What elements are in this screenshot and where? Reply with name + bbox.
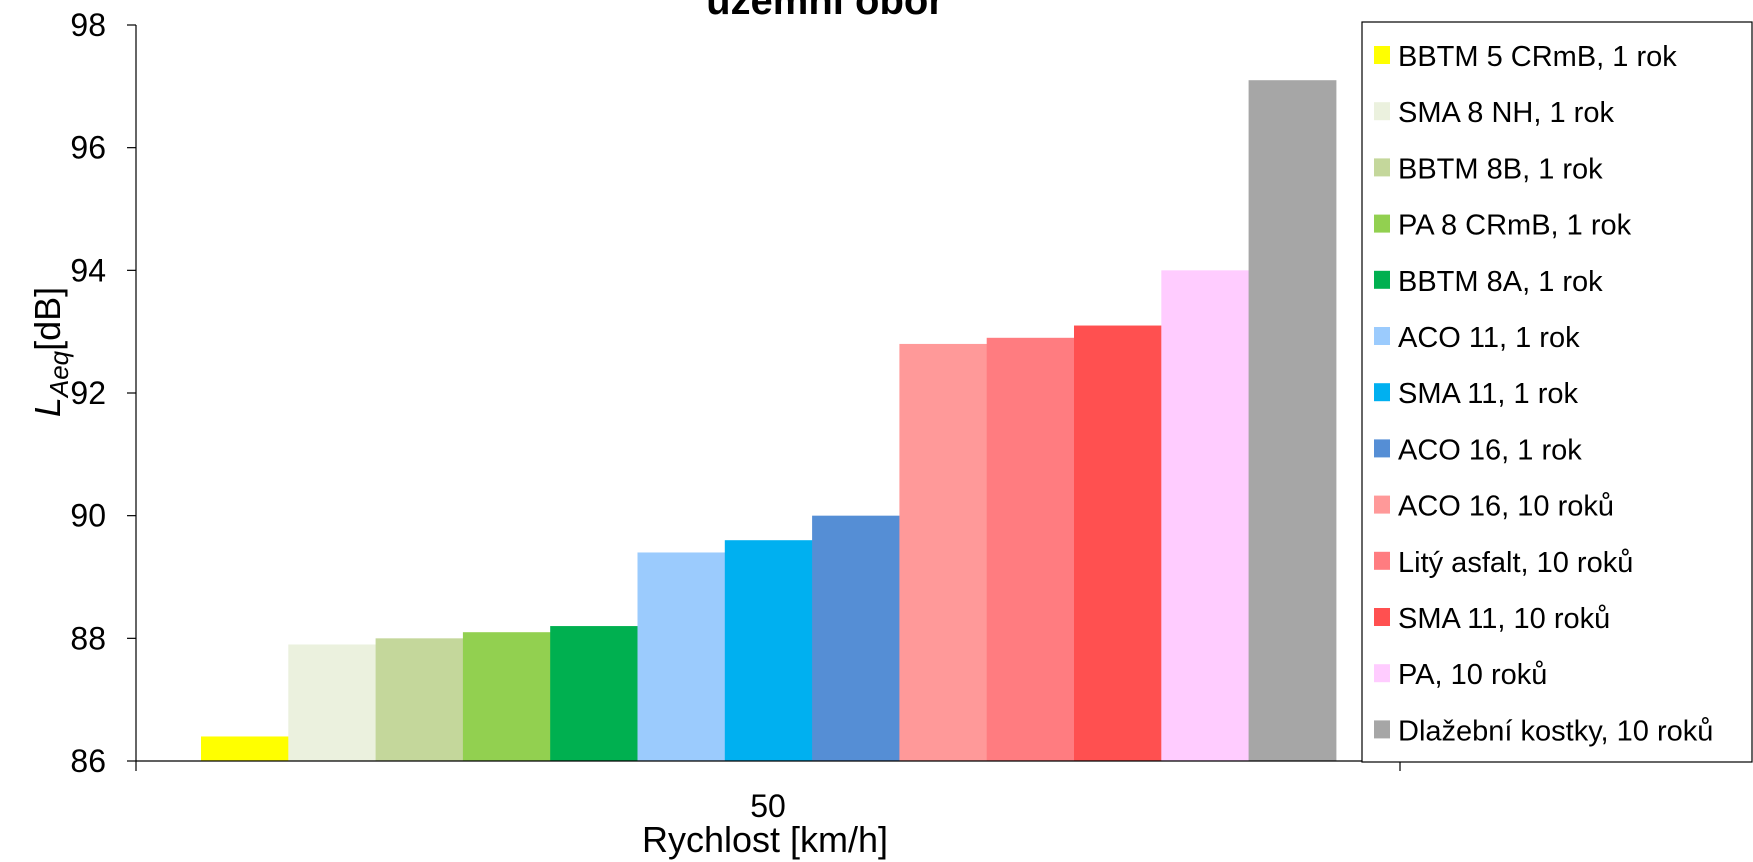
y-tick-label: 94 [70, 252, 106, 288]
plot-area: 86 88 90 92 94 96 98 50 [70, 7, 1401, 824]
legend-swatch [1374, 664, 1390, 683]
legend-swatch [1374, 158, 1390, 177]
x-tick-label: 50 [750, 788, 786, 824]
bar [288, 644, 377, 761]
bar [375, 638, 464, 761]
legend-swatch [1374, 551, 1390, 570]
legend-swatch [1374, 270, 1390, 289]
legend-label: SMA 11, 1 rok [1398, 378, 1578, 410]
x-axis-title: Rychlost [km/h] [642, 819, 888, 860]
legend-swatch [1374, 102, 1390, 121]
y-axis-title: LAeq[dB] [27, 287, 74, 417]
y-tick-label: 88 [70, 620, 106, 656]
bar [201, 736, 289, 761]
bar [1248, 80, 1337, 761]
bar [1161, 270, 1250, 761]
legend-label: ACO 16, 1 rok [1398, 434, 1582, 466]
y-tick-label: 98 [70, 7, 106, 43]
y-tick-label: 86 [70, 743, 106, 779]
y-tick-label: 96 [70, 130, 106, 166]
legend-box [1361, 21, 1753, 763]
bar [724, 540, 813, 761]
legend-label: BBTM 5 CRmB, 1 rok [1398, 41, 1677, 73]
legend-label: SMA 11, 10 roků [1398, 603, 1610, 635]
legend-swatch [1374, 327, 1390, 345]
y-tick-label: 90 [70, 498, 106, 534]
legend-swatch [1374, 383, 1390, 402]
bar [899, 343, 988, 761]
legend: BBTM 5 CRmB, 1 rok SMA 8 NH, 1 rok BBTM 8B… [1361, 21, 1753, 763]
legend-swatch [1374, 214, 1390, 233]
legend-swatch [1374, 439, 1390, 458]
y-tick-label: 92 [70, 375, 106, 411]
legend-swatch [1374, 720, 1390, 739]
chart-title: územní obor [706, 0, 944, 23]
legend-swatch [1374, 608, 1390, 626]
legend-label: ACO 16, 10 roků [1398, 491, 1614, 523]
bar [812, 515, 900, 761]
legend-label: Dlažební kostky, 10 roků [1398, 715, 1713, 747]
bar [986, 337, 1075, 761]
bar [462, 632, 551, 761]
legend-label: PA, 10 roků [1398, 659, 1547, 691]
legend-label: BBTM 8A, 1 rok [1398, 266, 1603, 298]
legend-label: ACO 11, 1 rok [1398, 322, 1580, 354]
legend-label: SMA 8 NH, 1 rok [1398, 97, 1614, 129]
bar [1074, 325, 1162, 761]
legend-label: PA 8 CRmB, 1 rok [1398, 210, 1632, 242]
bar [637, 552, 726, 761]
legend-swatch [1374, 46, 1390, 64]
bar [550, 626, 638, 761]
legend-label: BBTM 8B, 1 rok [1398, 153, 1603, 185]
legend-swatch [1374, 495, 1390, 514]
legend-label: Litý asfalt, 10 roků [1398, 547, 1633, 579]
